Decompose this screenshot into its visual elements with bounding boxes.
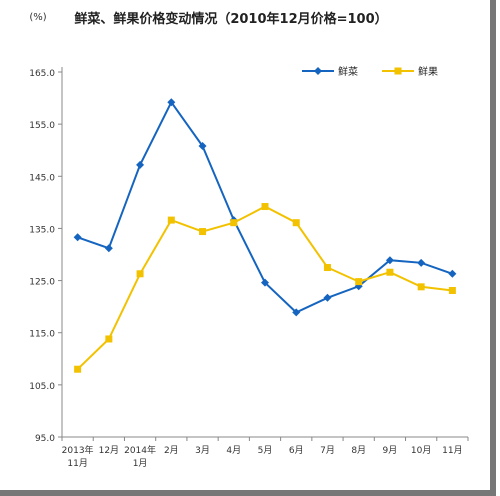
x-tick-label: 4月 bbox=[226, 445, 241, 456]
chart-title: 鲜菜、鲜果价格变动情况（2010年12月价格=100） bbox=[74, 11, 387, 27]
y-tick-label: 95.0 bbox=[35, 434, 55, 444]
data-point bbox=[105, 335, 113, 343]
x-tick-label: 7月 bbox=[320, 445, 335, 456]
y-tick-label: 155.0 bbox=[29, 121, 55, 131]
x-tick-label: 9月 bbox=[383, 445, 398, 456]
x-tick-label: 12月 bbox=[99, 445, 119, 456]
y-tick-label: 125.0 bbox=[29, 278, 55, 288]
data-point bbox=[136, 160, 145, 169]
x-tick-label-line: 12月 bbox=[99, 445, 119, 456]
x-tick-label-line: 2014年 bbox=[124, 444, 156, 456]
legend-item-2: 鲜果 bbox=[382, 65, 438, 78]
x-tick-label-line: 2月 bbox=[164, 445, 179, 456]
x-tick-label-line: 4月 bbox=[226, 445, 241, 456]
data-point bbox=[230, 219, 238, 227]
y-tick-label: 115.0 bbox=[29, 330, 55, 340]
x-tick-label-line: 1月 bbox=[133, 458, 148, 469]
data-point bbox=[198, 142, 207, 151]
x-tick-label: 10月 bbox=[411, 445, 431, 456]
x-tick-label: 5月 bbox=[258, 445, 273, 456]
y-tick-label: 105.0 bbox=[29, 382, 55, 392]
data-point bbox=[292, 219, 300, 227]
y-axis-unit-label: (%) bbox=[29, 12, 46, 23]
data-point bbox=[448, 269, 457, 278]
x-tick-label-line: 7月 bbox=[320, 445, 335, 456]
data-point bbox=[292, 308, 301, 317]
x-tick-label: 11月 bbox=[442, 445, 462, 456]
data-point bbox=[355, 278, 363, 286]
x-tick-label-line: 10月 bbox=[411, 445, 431, 456]
x-tick-label-line: 11月 bbox=[67, 458, 87, 469]
x-tick-label-line: 5月 bbox=[258, 445, 273, 456]
data-point bbox=[323, 293, 332, 302]
data-point bbox=[74, 365, 82, 373]
legend-item-1: 鲜菜 bbox=[302, 65, 358, 78]
x-tick-label: 2014年 1月 bbox=[124, 444, 156, 469]
x-tick-label: 8月 bbox=[351, 445, 366, 456]
y-tick-label: 135.0 bbox=[29, 225, 55, 235]
x-tick-label: 2013年 11月 bbox=[62, 444, 94, 469]
data-point bbox=[261, 203, 269, 211]
data-point bbox=[261, 278, 269, 287]
data-point bbox=[385, 256, 394, 265]
data-point bbox=[167, 98, 176, 107]
data-point bbox=[323, 264, 331, 272]
legend-marker bbox=[394, 67, 402, 75]
line-chart: 鲜菜、鲜果价格变动情况（2010年12月价格=100） (%) 95.0 105.… bbox=[29, 11, 469, 469]
x-tick-label: 6月 bbox=[289, 445, 304, 456]
data-point bbox=[73, 233, 82, 242]
series-2 bbox=[74, 203, 456, 373]
x-tick-label-line: 6月 bbox=[289, 445, 304, 456]
series-line bbox=[76, 205, 453, 370]
y-tick-label: 145.0 bbox=[29, 173, 55, 183]
x-tick-label-line: 11月 bbox=[442, 445, 462, 456]
x-tick-label-line: 3月 bbox=[195, 445, 210, 456]
x-tick-label: 3月 bbox=[195, 445, 210, 456]
legend-label: 鲜果 bbox=[418, 65, 438, 78]
data-point bbox=[199, 228, 207, 236]
data-point bbox=[104, 244, 113, 253]
data-point bbox=[136, 270, 144, 278]
x-tick-label: 2月 bbox=[164, 445, 179, 456]
legend-label: 鲜菜 bbox=[338, 65, 358, 78]
data-point bbox=[448, 286, 456, 294]
legend-marker bbox=[314, 67, 322, 75]
x-tick-label-line: 2013年 bbox=[62, 444, 94, 456]
x-tick-label-line: 9月 bbox=[383, 445, 398, 456]
data-point bbox=[167, 216, 175, 224]
data-point bbox=[386, 268, 394, 276]
x-tick-label-line: 8月 bbox=[351, 445, 366, 456]
y-tick-label: 165.0 bbox=[29, 69, 55, 79]
data-point bbox=[417, 283, 425, 291]
data-point bbox=[417, 258, 426, 267]
